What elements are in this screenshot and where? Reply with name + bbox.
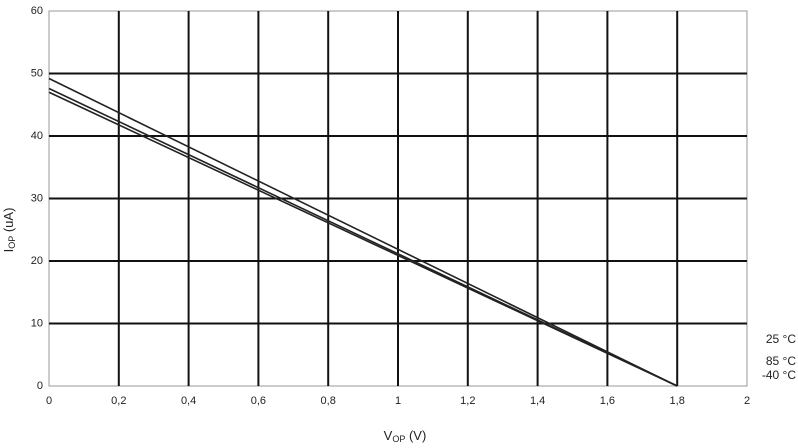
series-line [48,77,678,387]
series-label: 85 °C [766,354,796,368]
y-label-unit: (uA) [1,208,16,236]
x-axis-label: VOP (V) [384,428,427,444]
x-tick-label: 1,2 [460,395,475,407]
x-tick-label: 0,8 [321,395,336,407]
y-tick-label: 50 [31,67,43,79]
x-tick-label: 2 [744,395,750,407]
y-tick-label: 60 [31,5,43,17]
x-tick-label: 1,4 [530,395,545,407]
series-label: -40 °C [762,368,796,382]
y-tick-label: 10 [31,317,43,329]
series-label: 25 °C [766,332,796,346]
y-tick-label: 20 [31,255,43,267]
x-tick-label: 1 [395,395,401,407]
x-tick-label: 0,2 [111,395,126,407]
x-label-unit: (V) [405,428,426,443]
y-label-sub: OP [7,236,17,249]
y-tick-label: 0 [37,380,43,392]
x-tick-label: 0,6 [251,395,266,407]
x-tick-label: 1,8 [670,395,685,407]
y-tick-label: 30 [31,192,43,204]
x-label-sub: OP [392,434,405,444]
y-axis-label: IOP (uA) [1,208,17,253]
y-label-main: I [1,249,16,253]
x-tick-label: 1,6 [600,395,615,407]
x-tick-label: 0,4 [181,395,196,407]
series-line [48,91,678,387]
x-label-main: V [384,428,393,443]
x-tick-label: 0 [46,395,52,407]
y-tick-label: 40 [31,130,43,142]
